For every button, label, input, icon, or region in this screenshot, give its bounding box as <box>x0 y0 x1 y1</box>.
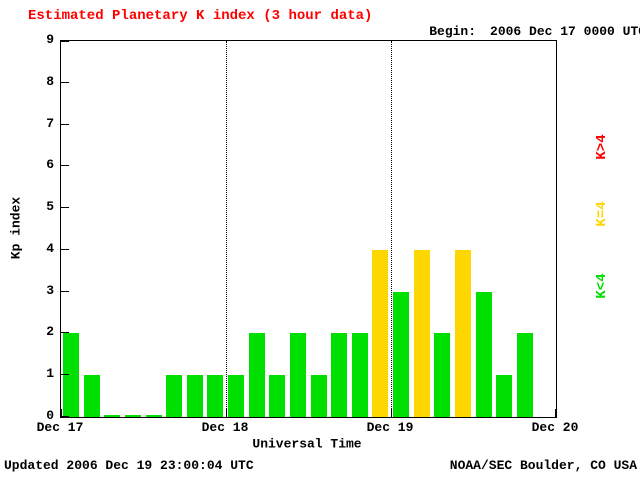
y-tick-label: 9 <box>46 32 54 47</box>
x-tick-label: Dec 17 <box>36 420 84 435</box>
kp-bar <box>311 375 327 417</box>
kp-bar <box>63 333 79 417</box>
kp-bar <box>249 333 265 417</box>
y-axis-tick <box>61 207 69 208</box>
kp-bar <box>269 375 285 417</box>
kp-bar <box>290 333 306 417</box>
kp-bar <box>352 333 368 417</box>
updated-timestamp: Updated 2006 Dec 19 23:00:04 UTC <box>4 458 254 473</box>
y-tick-label: 5 <box>46 199 54 214</box>
y-tick-label: 4 <box>46 241 54 256</box>
y-tick-label: 7 <box>46 116 54 131</box>
legend-k-gt-4: K>4 <box>594 134 610 160</box>
y-axis-tick <box>61 332 69 333</box>
y-axis-tick <box>61 41 69 42</box>
x-axis-label: Universal Time <box>252 436 362 452</box>
kp-bar <box>372 250 388 417</box>
begin-label: Begin: <box>429 24 477 39</box>
begin-value: 2006 Dec 17 0000 UTC <box>490 24 640 39</box>
kp-bar <box>476 292 492 417</box>
kp-bar <box>207 375 223 417</box>
kp-bar <box>146 415 162 417</box>
legend-k-eq-4: K=4 <box>594 201 610 227</box>
chart-title: Estimated Planetary K index (3 hour data… <box>28 8 373 24</box>
kp-bar <box>414 250 430 417</box>
kp-bar <box>84 375 100 417</box>
y-tick-label: 3 <box>46 283 54 298</box>
source-credit: NOAA/SEC Boulder, CO USA <box>449 458 637 473</box>
y-tick-label: 6 <box>46 157 54 172</box>
x-axis-tick <box>61 409 62 417</box>
day-boundary-gridline <box>226 41 227 417</box>
x-tick-label: Dec 19 <box>366 420 414 435</box>
x-tick-label: Dec 20 <box>531 420 579 435</box>
kp-bar <box>517 333 533 417</box>
y-axis-tick <box>61 249 69 250</box>
begin-caption: Begin: 2006 Dec 17 0000 UTC <box>398 9 640 54</box>
x-axis-tick <box>391 409 392 417</box>
x-tick-label: Dec 18 <box>201 420 249 435</box>
y-axis-tick <box>61 374 69 375</box>
day-boundary-gridline <box>391 41 392 417</box>
kp-bar <box>393 292 409 417</box>
y-tick-label: 2 <box>46 324 54 339</box>
y-tick-label: 0 <box>46 408 54 423</box>
x-axis-tick <box>555 409 556 417</box>
y-axis-tick <box>61 165 69 166</box>
y-tick-label: 8 <box>46 74 54 89</box>
kp-bar <box>187 375 203 417</box>
y-axis-tick <box>61 416 69 417</box>
kp-bar <box>434 333 450 417</box>
x-axis-tick <box>226 409 227 417</box>
kp-bar <box>455 250 471 417</box>
y-axis-tick <box>61 82 69 83</box>
plot-area <box>60 40 557 418</box>
y-axis-label: Kp index <box>8 196 24 260</box>
y-axis-tick <box>61 291 69 292</box>
legend-k-lt-4: K<4 <box>594 273 610 299</box>
kp-bar <box>166 375 182 417</box>
kp-bar <box>331 333 347 417</box>
kp-bar <box>104 415 120 417</box>
y-tick-label: 1 <box>46 366 54 381</box>
kp-bar <box>496 375 512 417</box>
kp-bar <box>228 375 244 417</box>
y-axis-tick <box>61 124 69 125</box>
kp-bar <box>125 415 141 417</box>
